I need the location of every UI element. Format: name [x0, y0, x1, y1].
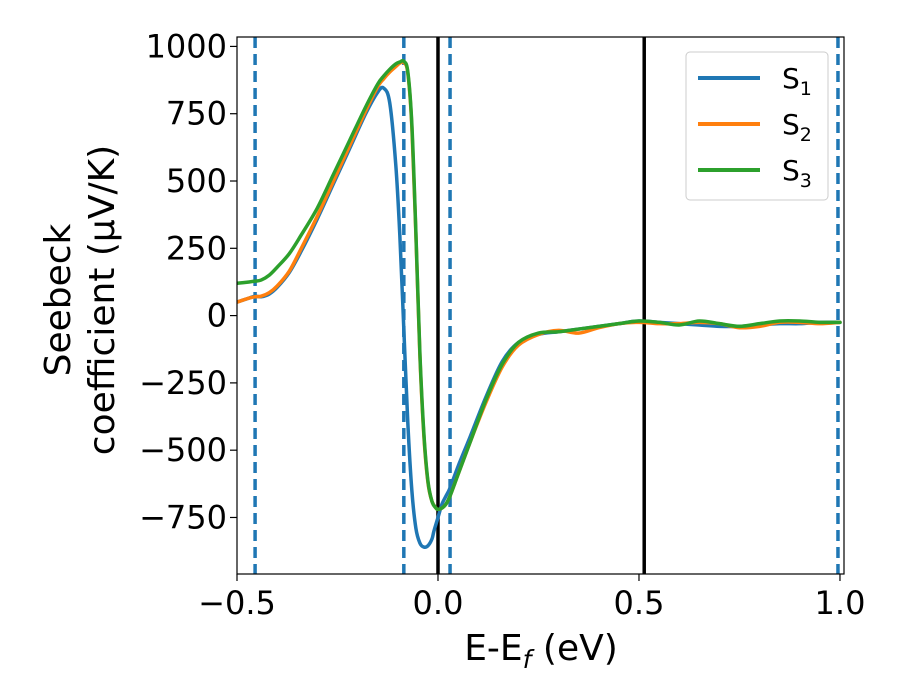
legend-label-s1: S1: [782, 62, 812, 100]
x-tick-label-1: 0.0: [413, 584, 464, 622]
y-tick-label-4: 0: [207, 297, 227, 335]
legend-label-s2: S2: [782, 108, 812, 146]
x-axis-label-tail: (eV): [531, 628, 617, 669]
y-axis-label-line1: Seebeck: [38, 223, 79, 376]
y-axis-label: Seebeck coefficient (μV/K): [38, 145, 123, 455]
x-axis-label: E-Ef (eV): [464, 628, 618, 674]
y-tick-label-3: 250: [166, 229, 227, 267]
y-tick-label-1: 750: [166, 95, 227, 133]
x-tick-label-2: 0.5: [614, 584, 665, 622]
legend: S1 S2 S3: [685, 51, 829, 201]
y-axis-label-line2: coefficient (μV/K): [82, 145, 123, 455]
legend-label-s3: S3: [782, 154, 812, 192]
series-layer: [237, 58, 842, 549]
x-axis-label-main: E-E: [464, 628, 522, 669]
plot-frame: [236, 36, 845, 575]
x-tick-label-3: 1.0: [815, 584, 866, 622]
y-tick-label-7: −750: [139, 498, 227, 536]
y-tick-label-5: −250: [139, 364, 227, 402]
x-axis-ticks: −0.5 0.0 0.5 1.0: [198, 574, 865, 622]
series-line-s3: [237, 58, 842, 512]
y-tick-label-6: −500: [139, 431, 227, 469]
y-axis-ticks: 1000 750 500 250 0 −250 −500 −750: [139, 27, 237, 536]
y-tick-label-2: 500: [166, 162, 227, 200]
y-tick-label-0: 1000: [146, 27, 227, 65]
x-tick-label-0: −0.5: [198, 584, 276, 622]
